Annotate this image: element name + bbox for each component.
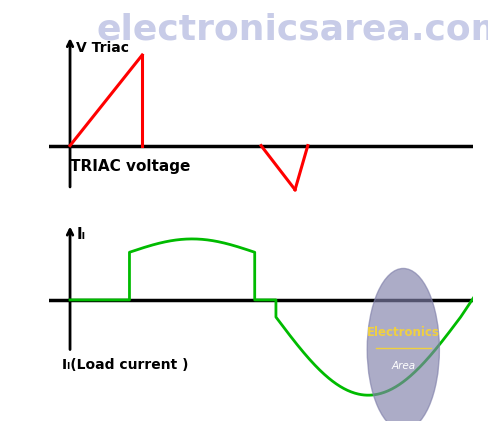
Text: Electronics: Electronics: [367, 326, 440, 339]
Text: Area: Area: [391, 361, 415, 370]
Text: electronicsarea.com: electronicsarea.com: [97, 13, 488, 46]
Text: Iₗ(Load current ): Iₗ(Load current ): [61, 357, 188, 371]
Text: V Triac: V Triac: [77, 41, 129, 55]
Circle shape: [367, 269, 439, 421]
Text: TRIAC voltage: TRIAC voltage: [70, 159, 190, 174]
Text: Iₗ: Iₗ: [77, 227, 85, 242]
